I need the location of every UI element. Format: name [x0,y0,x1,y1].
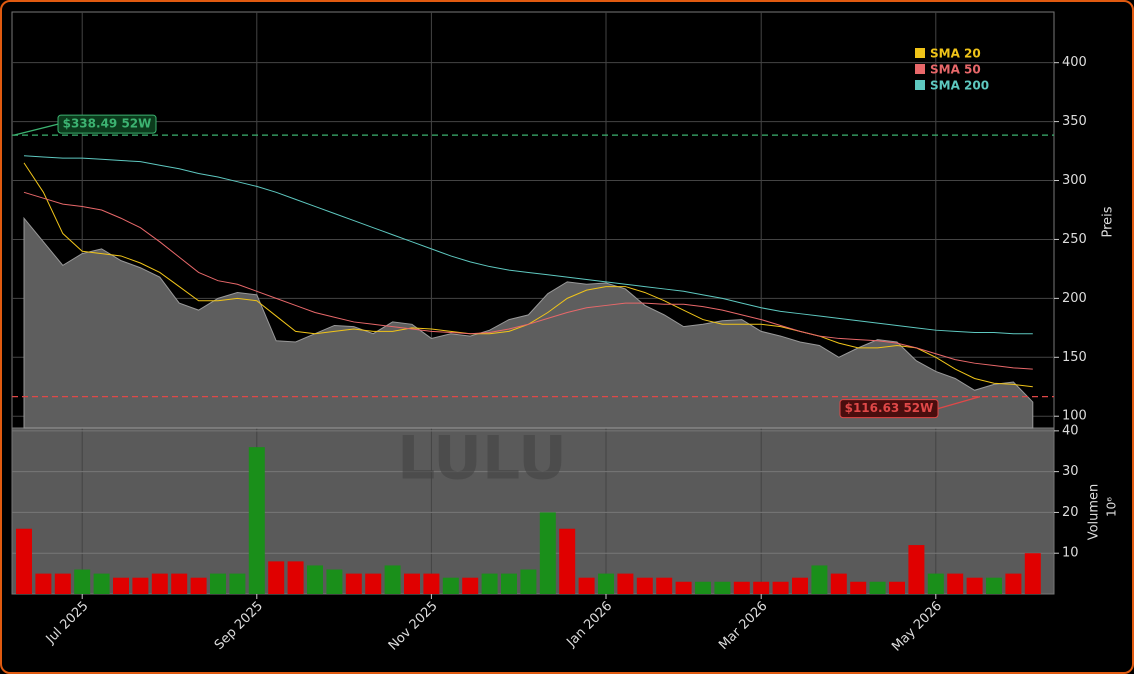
volume-bar [287,561,304,594]
volume-bar [733,581,750,594]
volume-bar [171,573,188,594]
volume-bar [714,581,731,594]
volume-bar [365,573,382,594]
volume-bar [151,573,168,594]
volume-bar [656,577,673,594]
x-tick-label: Nov 2025 [386,599,441,654]
x-tick-label: Jul 2025 [43,599,92,648]
sma-line [23,155,1033,335]
volume-bar [113,577,129,594]
line-label: $338.49 52W [63,117,152,131]
volume-bar [986,577,1002,594]
volume-bar [753,581,770,594]
label-arrow [13,123,59,136]
label-arrow [937,395,981,410]
y-tick-label: 250 [1062,232,1087,247]
y-tick-label: 100 [1062,409,1087,424]
y-tick-label: 20 [1062,505,1079,520]
volume-bar [889,581,905,594]
volume-bar [268,561,285,594]
legend-label: SMA 20 [930,47,981,61]
y-tick-label: 30 [1062,464,1079,479]
volume-bar [345,573,362,594]
legend-swatch [915,48,925,58]
volume-bar [772,581,789,594]
volume-bar [792,577,808,594]
volume-bar [927,573,944,594]
volume-bar [869,581,886,594]
x-tick-label: May 2026 [889,599,945,655]
volume-bar [190,577,207,594]
volume-bar [54,573,71,594]
volume-bar [617,573,634,594]
volume-bar [908,545,925,594]
legend-label: SMA 50 [930,63,981,77]
volume-bar [210,573,226,594]
unit-label: 10⁶ [1105,497,1119,517]
volume-bar [229,573,246,594]
watermark: LULU [397,424,567,494]
volume-bar [830,573,847,594]
volume-bar [423,573,440,594]
y-axis-label: Volumen [1087,484,1102,541]
label-box [57,114,157,134]
volume-bar [93,573,110,594]
volume-bar [384,565,401,594]
x-tick-label: Mar 2026 [716,599,770,653]
volume-bar [442,577,459,594]
volume-bar [598,573,614,594]
legend-swatch [915,80,925,90]
y-tick-label: 200 [1062,291,1087,306]
y-axis-label: Preis [1101,206,1116,237]
volume-bar [132,577,149,594]
y-tick-label: 400 [1062,55,1087,70]
volume-bar [404,573,420,594]
volume-bar [947,573,964,594]
volume-bar [501,573,517,594]
volume-bar [16,528,32,594]
volume-bar [578,577,595,594]
volume-bar [1005,573,1022,594]
y-tick-label: 350 [1062,114,1087,129]
volume-bar [35,573,52,594]
legend-swatch [915,64,925,74]
label-box [839,399,939,419]
y-tick-label: 300 [1062,173,1087,188]
x-tick-label: Jan 2026 [563,599,615,651]
volume-bar [1024,553,1041,594]
volume-bar [850,581,867,594]
price-area [23,216,1034,429]
volume-bar [462,577,479,594]
volume-bar [326,569,343,594]
volume-bar [248,447,265,594]
x-tick-label: Sep 2025 [212,599,266,653]
volume-panel [11,427,1055,595]
sma-line [23,191,1033,370]
volume-bar [74,569,91,594]
volume-bar [811,565,828,594]
legend-label: SMA 200 [930,79,989,93]
volume-bar [520,569,537,594]
volume-bar [539,512,556,594]
volume-bar [559,528,576,594]
volume-bar [307,565,323,594]
y-tick-label: 10 [1062,546,1079,561]
volume-bar [966,577,983,594]
volume-bar [695,581,711,594]
line-label: $116.63 52W [845,401,934,415]
volume-bar [675,581,692,594]
y-tick-label: 150 [1062,350,1087,365]
volume-bar [636,577,653,594]
y-tick-label: 40 [1062,423,1079,438]
volume-bar [481,573,498,594]
